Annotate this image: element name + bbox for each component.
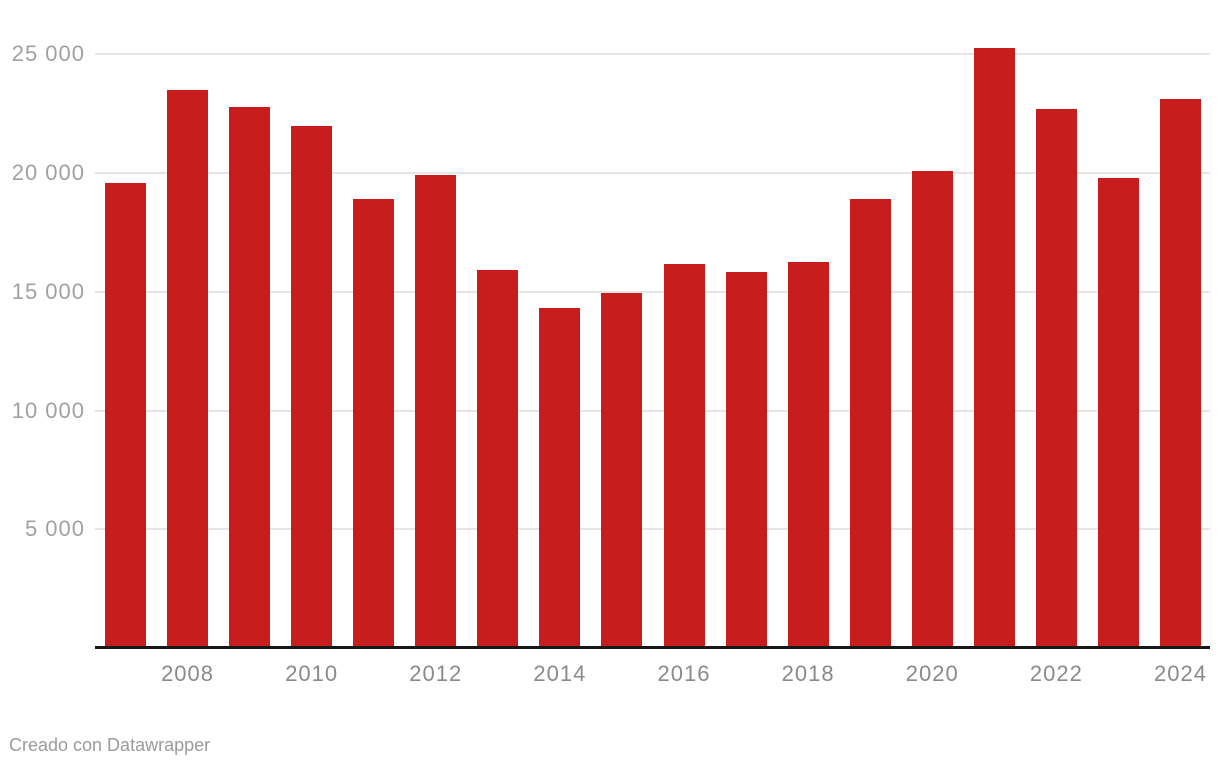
bar-2010[interactable]: [291, 125, 333, 648]
x-axis-tick-label: 2016: [657, 661, 711, 686]
x-axis-tick-label: 2020: [905, 661, 959, 686]
y-axis-tick-label: 25 000: [11, 41, 85, 67]
y-axis-tick-label: 20 000: [11, 160, 85, 185]
bar-2009[interactable]: [229, 106, 271, 648]
x-axis-line: [95, 646, 1210, 649]
gridline-20000: [95, 172, 1210, 174]
bar-2022[interactable]: [1035, 108, 1077, 648]
bar-2023[interactable]: [1097, 177, 1139, 648]
bar-2017[interactable]: [725, 271, 767, 648]
bar-2021[interactable]: [973, 48, 1015, 648]
datawrapper-attribution-link[interactable]: Creado con Datawrapper: [9, 735, 211, 755]
bar-2024[interactable]: [1160, 99, 1201, 648]
x-axis-tick-label: 2024: [1154, 661, 1207, 686]
y-axis-tick-label: 15 000: [11, 278, 85, 304]
bar-2012[interactable]: [415, 175, 457, 648]
x-axis-tick-label: 2012: [409, 661, 463, 686]
gridline-10000: [95, 409, 1210, 412]
x-axis-tick-label: 2008: [161, 661, 215, 686]
bar-2018[interactable]: [787, 262, 829, 648]
x-axis-tick-label: 2010: [285, 661, 339, 686]
y-axis-tick-label: 10 000: [11, 397, 85, 423]
bar-2020[interactable]: [911, 170, 953, 648]
bar-2008[interactable]: [167, 89, 209, 648]
x-axis-tick-label: 2014: [533, 661, 587, 686]
x-axis-tick-label: 2022: [1029, 661, 1083, 686]
bar-2016[interactable]: [663, 264, 705, 648]
gridline-5000: [95, 528, 1210, 531]
bar-2007[interactable]: [105, 182, 146, 648]
gridline-15000: [95, 290, 1210, 293]
y-axis-tick-label: 5 000: [24, 516, 85, 542]
bar-2019[interactable]: [849, 199, 891, 648]
x-axis-tick-label: 2018: [781, 661, 835, 686]
bar-2015[interactable]: [601, 292, 643, 648]
bar-2014[interactable]: [539, 308, 581, 648]
gridline-25000: [95, 53, 1210, 56]
bar-2011[interactable]: [353, 199, 395, 648]
bar-2013[interactable]: [477, 270, 519, 648]
